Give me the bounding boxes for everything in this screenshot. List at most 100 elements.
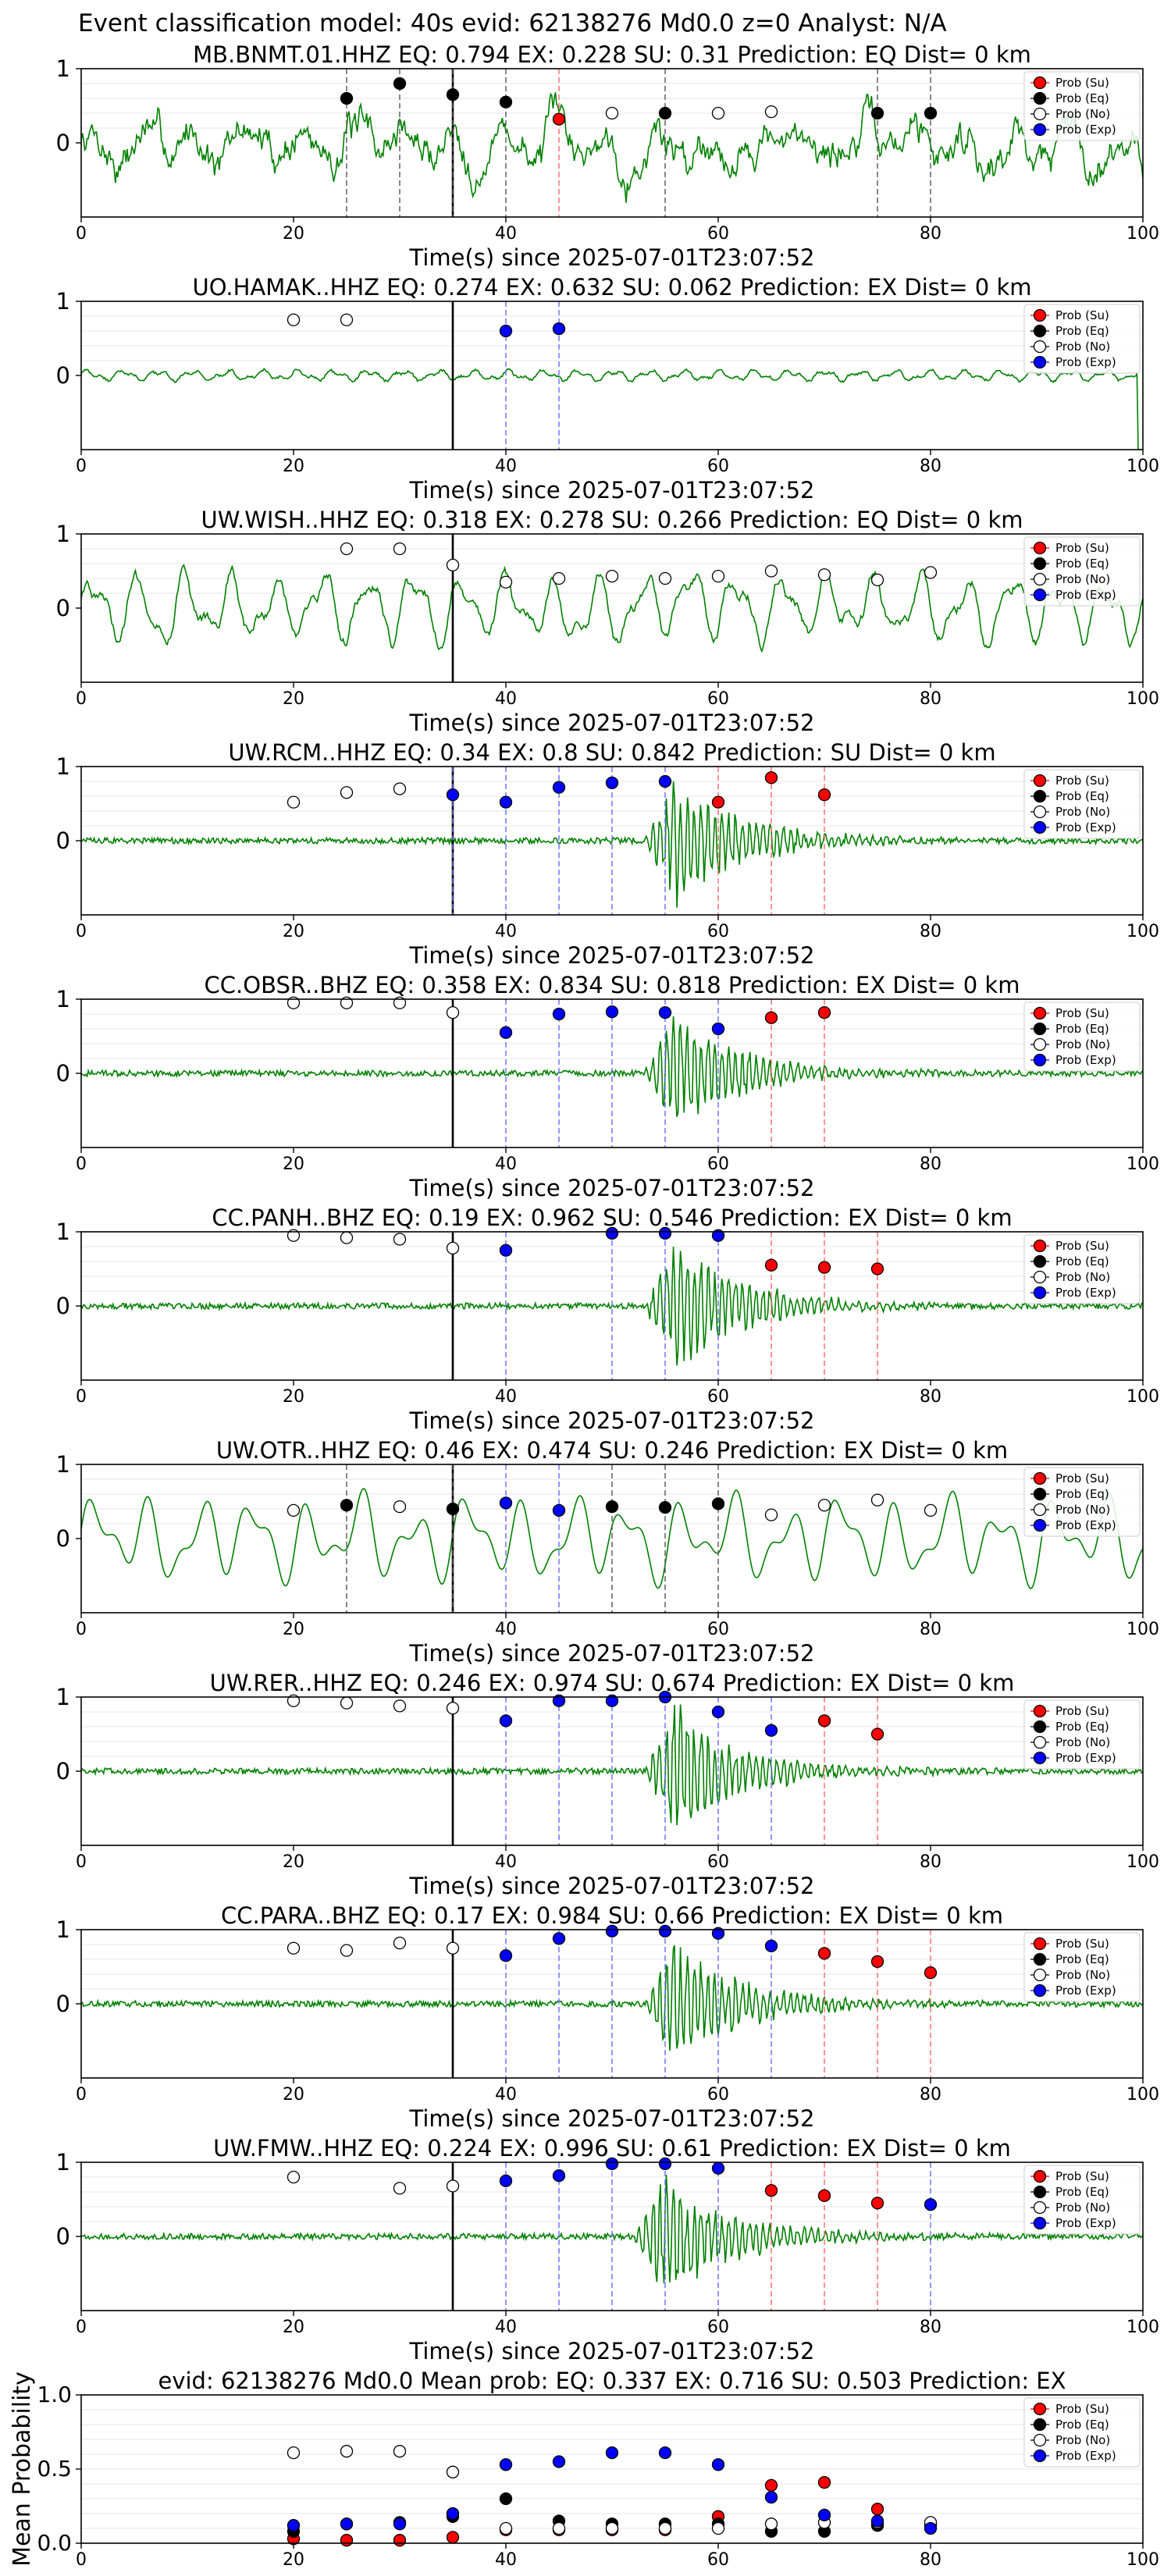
mean-point-exp <box>764 2490 778 2504</box>
prob-point-exp <box>924 2197 938 2211</box>
legend-marker <box>1033 1254 1047 1268</box>
panel: UW.OTR..HHZ EQ: 0.46 EX: 0.474 SU: 0.246… <box>56 1437 1159 1667</box>
prob-point-exp <box>711 1705 725 1719</box>
panel-title: CC.PANH..BHZ EQ: 0.19 EX: 0.962 SU: 0.54… <box>212 1204 1012 1231</box>
prob-point-su <box>711 795 725 809</box>
x-tick-label: 40 <box>495 457 517 476</box>
legend-label: Prob (Exp) <box>1055 2449 1116 2463</box>
prob-point-exp <box>552 322 566 336</box>
legend: Prob (Su)Prob (Eq)Prob (No)Prob (Exp) <box>1023 1699 1141 1770</box>
legend-label: Prob (Su) <box>1055 1006 1109 1020</box>
waveform-trace <box>81 1944 1143 2051</box>
x-tick-label: 40 <box>495 1620 517 1639</box>
panel-title: CC.OBSR..BHZ EQ: 0.358 EX: 0.834 SU: 0.8… <box>205 972 1020 998</box>
x-tick-label: 100 <box>1127 457 1159 476</box>
x-tick-label: 60 <box>707 2085 729 2105</box>
x-axis-label: Time(s) since 2025-07-01T23:07:52 <box>409 1175 815 1201</box>
mean-point-no <box>552 2521 566 2535</box>
mean-point-eq <box>499 2492 513 2506</box>
prob-point-exp <box>446 788 460 802</box>
legend-box <box>1023 769 1141 839</box>
mean-point-exp <box>605 2446 619 2460</box>
legend-marker <box>1033 774 1047 788</box>
x-tick-label: 0 <box>76 1852 87 1872</box>
x-tick-label: 20 <box>283 922 304 941</box>
panel-title: evid: 62138276 Md0.0 Mean prob: EQ: 0.33… <box>158 2368 1066 2394</box>
legend-marker <box>1033 355 1047 369</box>
prob-point-su <box>764 771 778 785</box>
legend-label: Prob (Exp) <box>1055 1984 1116 1998</box>
y-tick-label: 1 <box>56 1684 70 1710</box>
waveform-trace <box>81 92 1143 203</box>
panel-title: UW.OTR..HHZ EQ: 0.46 EX: 0.474 SU: 0.246… <box>216 1437 1008 1464</box>
x-tick-label: 80 <box>920 224 941 244</box>
prob-point-su <box>817 1005 831 1019</box>
legend-label: Prob (Eq) <box>1055 2418 1109 2432</box>
legend-marker <box>1033 2185 1047 2199</box>
x-tick-label: 60 <box>707 457 729 476</box>
mean-point-exp <box>393 2517 407 2531</box>
y-tick-label: 0 <box>56 1991 70 2017</box>
legend: Prob (Su)Prob (Eq)Prob (No)Prob (Exp) <box>1023 1932 1141 2002</box>
prob-point-exp <box>499 2174 513 2187</box>
panel-title: UW.WISH..HHZ EQ: 0.318 EX: 0.278 SU: 0.2… <box>201 507 1023 533</box>
legend-marker <box>1033 572 1047 586</box>
mean-point-exp <box>817 2508 831 2522</box>
prob-point-no <box>924 566 938 579</box>
prob-point-exp <box>499 1714 513 1727</box>
prob-point-exp <box>711 1022 725 1036</box>
x-axis-label: Time(s) since 2025-07-01T23:07:52 <box>409 1640 815 1667</box>
prob-point-eq <box>711 1497 725 1510</box>
y-tick-label: 1 <box>56 55 70 82</box>
prob-point-no <box>287 1941 301 1955</box>
y-tick-label: 0 <box>56 130 70 156</box>
legend-label: Prob (No) <box>1055 1270 1110 1284</box>
legend-marker <box>1033 1735 1047 1749</box>
legend: Prob (Su)Prob (Eq)Prob (No)Prob (Exp) <box>1023 304 1141 374</box>
x-axis-label: Time(s) since 2025-07-01T23:07:52 <box>409 2105 815 2132</box>
x-tick-label: 0 <box>76 689 87 709</box>
prob-point-no <box>393 1699 407 1713</box>
mean-point-no <box>340 2445 354 2458</box>
x-tick-label: 0 <box>76 224 87 244</box>
y-tick-label: 0 <box>56 2223 70 2250</box>
mean-point-su <box>393 2534 407 2547</box>
prob-point-no <box>552 571 566 585</box>
x-tick-label: 80 <box>920 457 941 476</box>
prob-point-no <box>870 573 884 587</box>
panel-title: UW.FMW..HHZ EQ: 0.224 EX: 0.996 SU: 0.61… <box>213 2135 1011 2161</box>
prob-point-su <box>870 1262 884 1276</box>
prob-point-no <box>605 570 619 583</box>
x-tick-label: 100 <box>1127 1387 1159 1407</box>
prob-point-su <box>817 1947 831 1960</box>
legend-label: Prob (Exp) <box>1055 588 1116 602</box>
x-tick-label: 100 <box>1127 224 1159 244</box>
x-tick-label: 80 <box>920 689 941 709</box>
waveform-trace <box>81 368 1143 450</box>
mean-point-su <box>340 2534 354 2547</box>
y-tick-label: 0 <box>56 1060 70 1087</box>
legend-label: Prob (No) <box>1055 107 1110 121</box>
x-tick-label: 100 <box>1127 922 1159 941</box>
panel-title: UW.RCM..HHZ EQ: 0.34 EX: 0.8 SU: 0.842 P… <box>228 739 995 766</box>
prob-point-exp <box>658 1226 672 1240</box>
prob-point-su <box>870 2197 884 2210</box>
y-tick-label: 0 <box>56 595 70 621</box>
prob-point-eq <box>340 91 354 105</box>
x-tick-label: 0 <box>76 922 87 941</box>
legend-marker <box>1033 324 1047 338</box>
legend-label: Prob (Eq) <box>1055 1022 1109 1036</box>
mean-point-exp <box>499 2458 513 2471</box>
legend-label: Prob (Exp) <box>1055 1518 1116 1532</box>
prob-point-eq <box>340 1499 354 1512</box>
legend: Prob (Su)Prob (Eq)Prob (No)Prob (Exp) <box>1023 2397 1141 2467</box>
prob-point-eq <box>658 106 672 120</box>
waveform-trace <box>81 781 1143 908</box>
legend-box <box>1023 1699 1141 1770</box>
legend-label: Prob (Exp) <box>1055 355 1116 369</box>
legend-marker <box>1033 1518 1047 1532</box>
panel-title: UW.RER..HHZ EQ: 0.246 EX: 0.974 SU: 0.67… <box>210 1670 1015 1696</box>
legend-marker <box>1033 76 1047 90</box>
x-tick-label: 0 <box>76 1620 87 1639</box>
legend-marker <box>1033 91 1047 105</box>
